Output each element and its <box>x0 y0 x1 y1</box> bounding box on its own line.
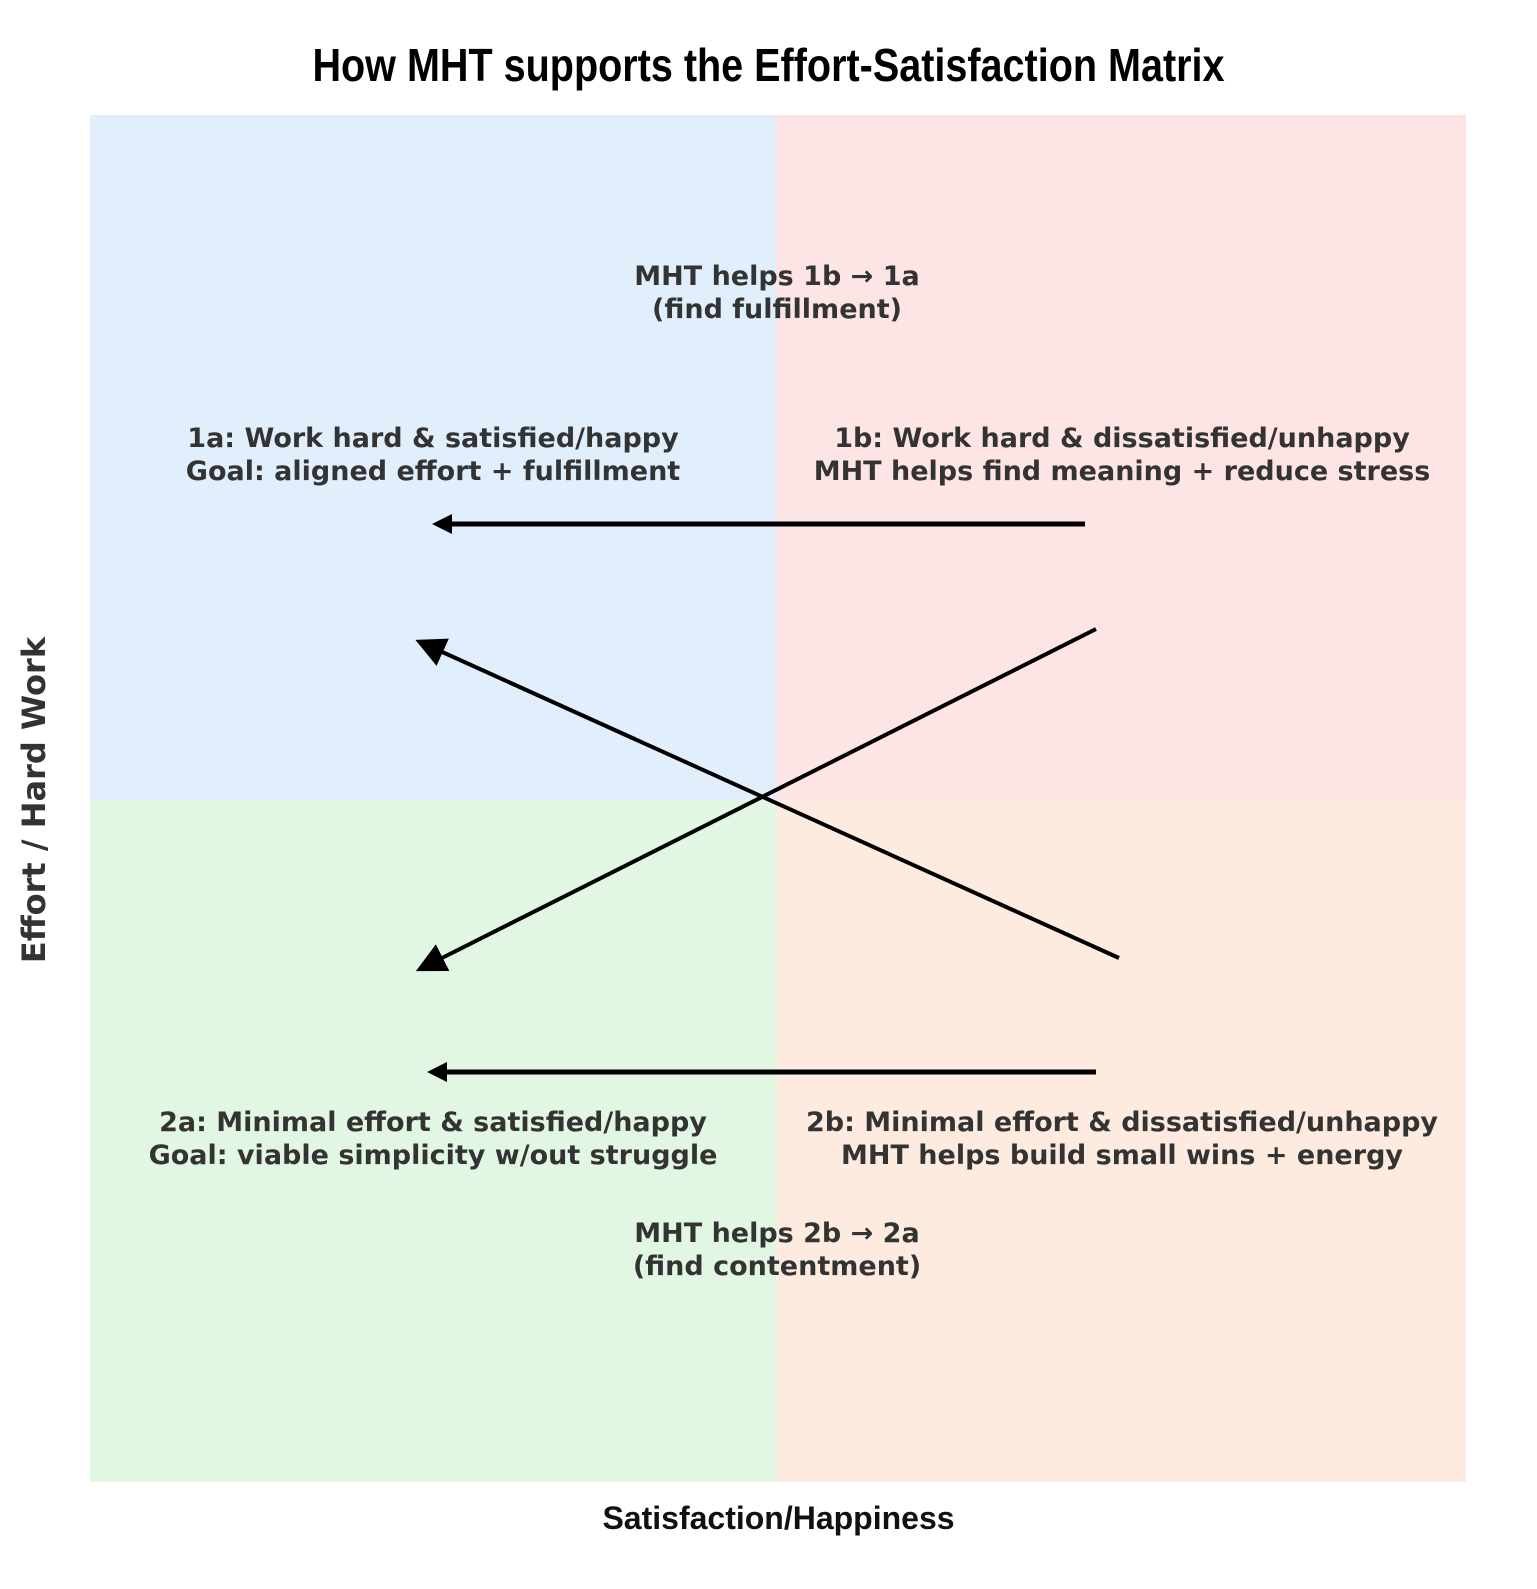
quadrant-1b-label: 1b: Work hard & dissatisfied/unhappy MHT… <box>814 422 1431 488</box>
quadrant-2a-label: 2a: Minimal effort & satisfied/happy Goa… <box>149 1106 718 1172</box>
quadrant-1a-label: 1a: Work hard & satisfied/happy Goal: al… <box>186 422 680 488</box>
quadrant-2a <box>90 800 776 1482</box>
x-axis-label: Satisfaction/Happiness <box>602 1500 955 1536</box>
transition-label-top: MHT helps 1b → 1a (find fulfillment) <box>634 260 919 326</box>
quadrant-2a-line2: Goal: viable simplicity w/out struggle <box>148 1140 718 1171</box>
arrow-2b-to-1a <box>415 638 1120 960</box>
quadrant-2b-label: 2b: Minimal effort & dissatisfied/unhapp… <box>806 1106 1438 1172</box>
quadrant-2b-line2: MHT helps build small wins + energy <box>841 1140 1403 1171</box>
y-axis-label: Effort / Hard Work <box>15 636 53 964</box>
quadrant-1a-line2: Goal: aligned effort + fulfillment <box>185 456 681 487</box>
transition-top-line1: MHT helps 1b → 1a <box>634 261 920 292</box>
quadrant-2b-line1: 2b: Minimal effort & dissatisfied/unhapp… <box>805 1107 1439 1138</box>
diagram-title: How MHT supports the Effort-Satisfaction… <box>312 39 1225 91</box>
transition-label-bottom: MHT helps 2b → 2a (find contentment) <box>633 1217 921 1283</box>
transition-bottom-line1: MHT helps 2b → 2a <box>634 1218 920 1249</box>
quadrant-1a-line1: 1a: Work hard & satisfied/happy <box>187 423 679 454</box>
quadrant-2b <box>776 800 1466 1482</box>
quadrant-1a <box>90 115 776 800</box>
arrow-1b-to-2a <box>415 627 1097 972</box>
transition-top-line2: (find fulfillment) <box>652 294 902 325</box>
quadrant-1b-line1: 1b: Work hard & dissatisfied/unhappy <box>834 423 1410 454</box>
quadrant-2a-line1: 2a: Minimal effort & satisfied/happy <box>159 1107 707 1138</box>
quadrant-1b <box>776 115 1466 800</box>
quadrant-1b-line2: MHT helps find meaning + reduce stress <box>813 456 1431 487</box>
transition-bottom-line2: (find contentment) <box>632 1251 922 1282</box>
